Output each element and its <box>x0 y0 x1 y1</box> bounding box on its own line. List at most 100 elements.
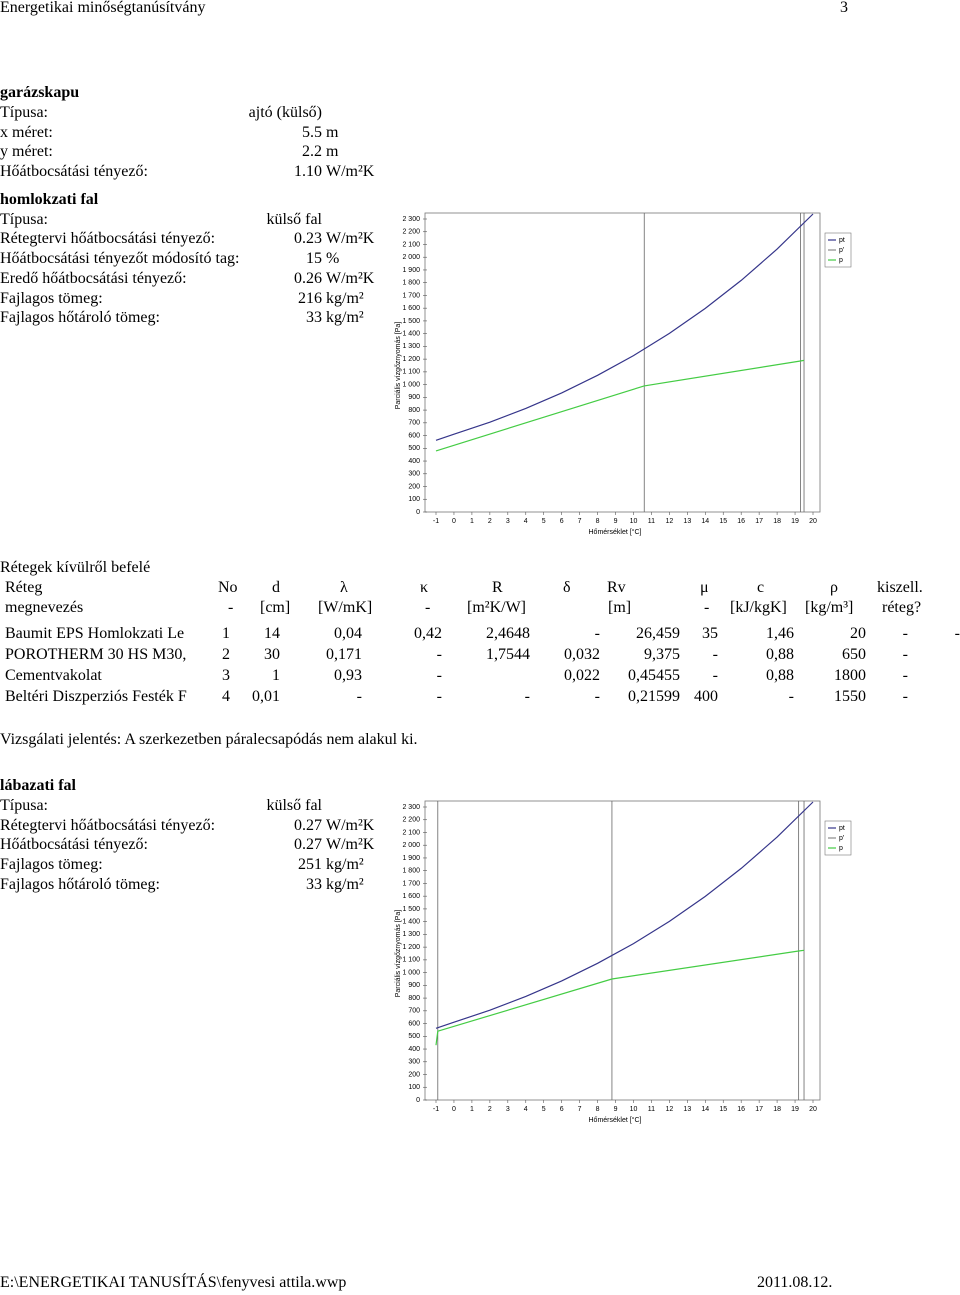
table-cell: 0,42 <box>414 625 442 642</box>
x-tick-label: 17 <box>755 518 763 525</box>
table-cell: - <box>594 625 600 642</box>
y-tick-label: 800 <box>408 995 420 1002</box>
table-cell: - <box>594 688 600 705</box>
y-tick-label: 1 000 <box>402 381 420 388</box>
property-value: 0.27 <box>294 816 322 834</box>
x-tick-label: 10 <box>630 518 638 525</box>
property-unit: kg/m² <box>326 876 364 893</box>
table-cell: 1800 <box>834 667 866 684</box>
section-heading: garázskapu <box>0 84 80 101</box>
table-header: Rv <box>607 579 626 596</box>
table-cell: 1550 <box>834 688 866 705</box>
property-unit: W/m²K <box>326 836 375 854</box>
x-tick-label: 4 <box>524 518 528 525</box>
layer-name: Beltéri Diszperziós Festék F <box>5 688 187 705</box>
x-tick-label: 14 <box>701 1106 709 1113</box>
y-tick-label: 800 <box>408 407 420 414</box>
table-cell: 1 <box>272 667 280 684</box>
property-unit: kg/m² <box>326 856 364 874</box>
y-tick-label: 600 <box>408 1020 420 1027</box>
property-label: Fajlagos hőtároló tömeg: <box>0 876 160 893</box>
table-cell: 30 <box>264 646 280 663</box>
y-tick-label: 200 <box>408 1071 420 1078</box>
y-tick-label: 2 000 <box>402 842 420 849</box>
y-tick-label: 1 100 <box>402 369 420 376</box>
property-unit: W/m²K <box>326 816 375 834</box>
y-tick-label: 1 000 <box>402 969 420 976</box>
property-label: Típusa: <box>0 796 48 814</box>
table-cell: 14 <box>264 625 280 642</box>
table-header: Réteg <box>5 579 43 596</box>
table-header: δ <box>563 579 571 596</box>
y-tick-label: 1 800 <box>402 280 420 287</box>
table-cell: - <box>902 667 908 684</box>
x-tick-label: 8 <box>596 1106 600 1113</box>
y-tick-label: 300 <box>408 1059 420 1066</box>
property-label: Típusa: <box>0 210 48 228</box>
table-cell: - <box>954 625 960 642</box>
table-cell: 2,4648 <box>486 625 530 642</box>
y-tick-label: 400 <box>408 1046 420 1053</box>
y-tick-label: 1 100 <box>402 957 420 964</box>
table-header: c <box>757 579 765 596</box>
table-heading: Rétegek kívülről befelé <box>0 559 151 576</box>
table-header: megnevezés <box>5 599 84 616</box>
layer-name: POROTHERM 30 HS M30, <box>5 646 187 663</box>
x-tick-label: 6 <box>560 1106 564 1113</box>
table-cell: 20 <box>850 625 866 642</box>
x-tick-label: 16 <box>737 518 745 525</box>
property-label: Hőátbocsátási tényező: <box>0 836 148 854</box>
plot-frame <box>424 212 821 513</box>
property-label: Fajlagos tömeg: <box>0 856 103 874</box>
table-cell: 0,171 <box>326 646 362 663</box>
layer-no: 4 <box>222 688 230 705</box>
x-tick-label: 3 <box>506 1106 510 1113</box>
series-line <box>435 801 814 1029</box>
report-text: Vizsgálati jelentés: A szerkezetben pára… <box>0 731 418 748</box>
table-header: [m²K/W] <box>467 599 526 616</box>
property-unit: W/m²K <box>326 163 375 181</box>
table-header: λ <box>340 579 348 596</box>
y-tick-label: 500 <box>408 1033 420 1040</box>
property-label: Hőátbocsátási tényező: <box>0 163 148 181</box>
y-tick-label: 400 <box>408 458 420 465</box>
table-cell: 0,01 <box>252 688 280 705</box>
y-tick-label: 2 200 <box>402 229 420 236</box>
property-label: x méret: <box>0 123 53 141</box>
table-header: [kg/m³] <box>805 599 854 616</box>
x-tick-label: 5 <box>542 518 546 525</box>
table-header: μ <box>700 579 709 596</box>
x-tick-label: -1 <box>433 1106 439 1113</box>
footer-date: 2011.08.12. <box>757 1274 833 1291</box>
property-label: Eredő hőátbocsátási tényező: <box>0 269 187 287</box>
x-tick-label: 8 <box>596 518 600 525</box>
y-tick-label: 1 600 <box>402 305 420 312</box>
y-tick-label: 0 <box>416 1097 420 1104</box>
x-tick-label: 19 <box>791 518 799 525</box>
x-tick-label: 5 <box>542 1106 546 1113</box>
x-tick-label: 18 <box>773 518 781 525</box>
x-tick-label: 6 <box>560 518 564 525</box>
legend-label: p <box>839 845 843 852</box>
x-tick-label: 16 <box>737 1106 745 1113</box>
header-title: Energetikai minőségtanúsítvány <box>0 0 206 16</box>
property-unit: m <box>326 143 339 161</box>
property-value: 0.23 <box>294 230 322 248</box>
x-tick-label: 11 <box>648 1106 655 1113</box>
table-header: κ <box>420 579 429 596</box>
y-tick-label: 1 900 <box>402 267 420 274</box>
x-tick-label: 15 <box>719 1106 727 1113</box>
section-heading: homlokzati fal <box>0 191 99 208</box>
property-value: 15 <box>306 250 322 268</box>
x-tick-label: 3 <box>506 518 510 525</box>
y-tick-label: 900 <box>408 982 420 989</box>
y-axis-label: Parciális vízgőznyomás [Pa] <box>395 910 402 998</box>
x-tick-label: 13 <box>683 518 691 525</box>
x-tick-label: 11 <box>648 518 655 525</box>
property-unit: W/m²K <box>326 230 375 248</box>
property-label: Fajlagos tömeg: <box>0 289 103 307</box>
table-cell: 400 <box>694 688 718 705</box>
page-number: 3 <box>840 0 848 16</box>
